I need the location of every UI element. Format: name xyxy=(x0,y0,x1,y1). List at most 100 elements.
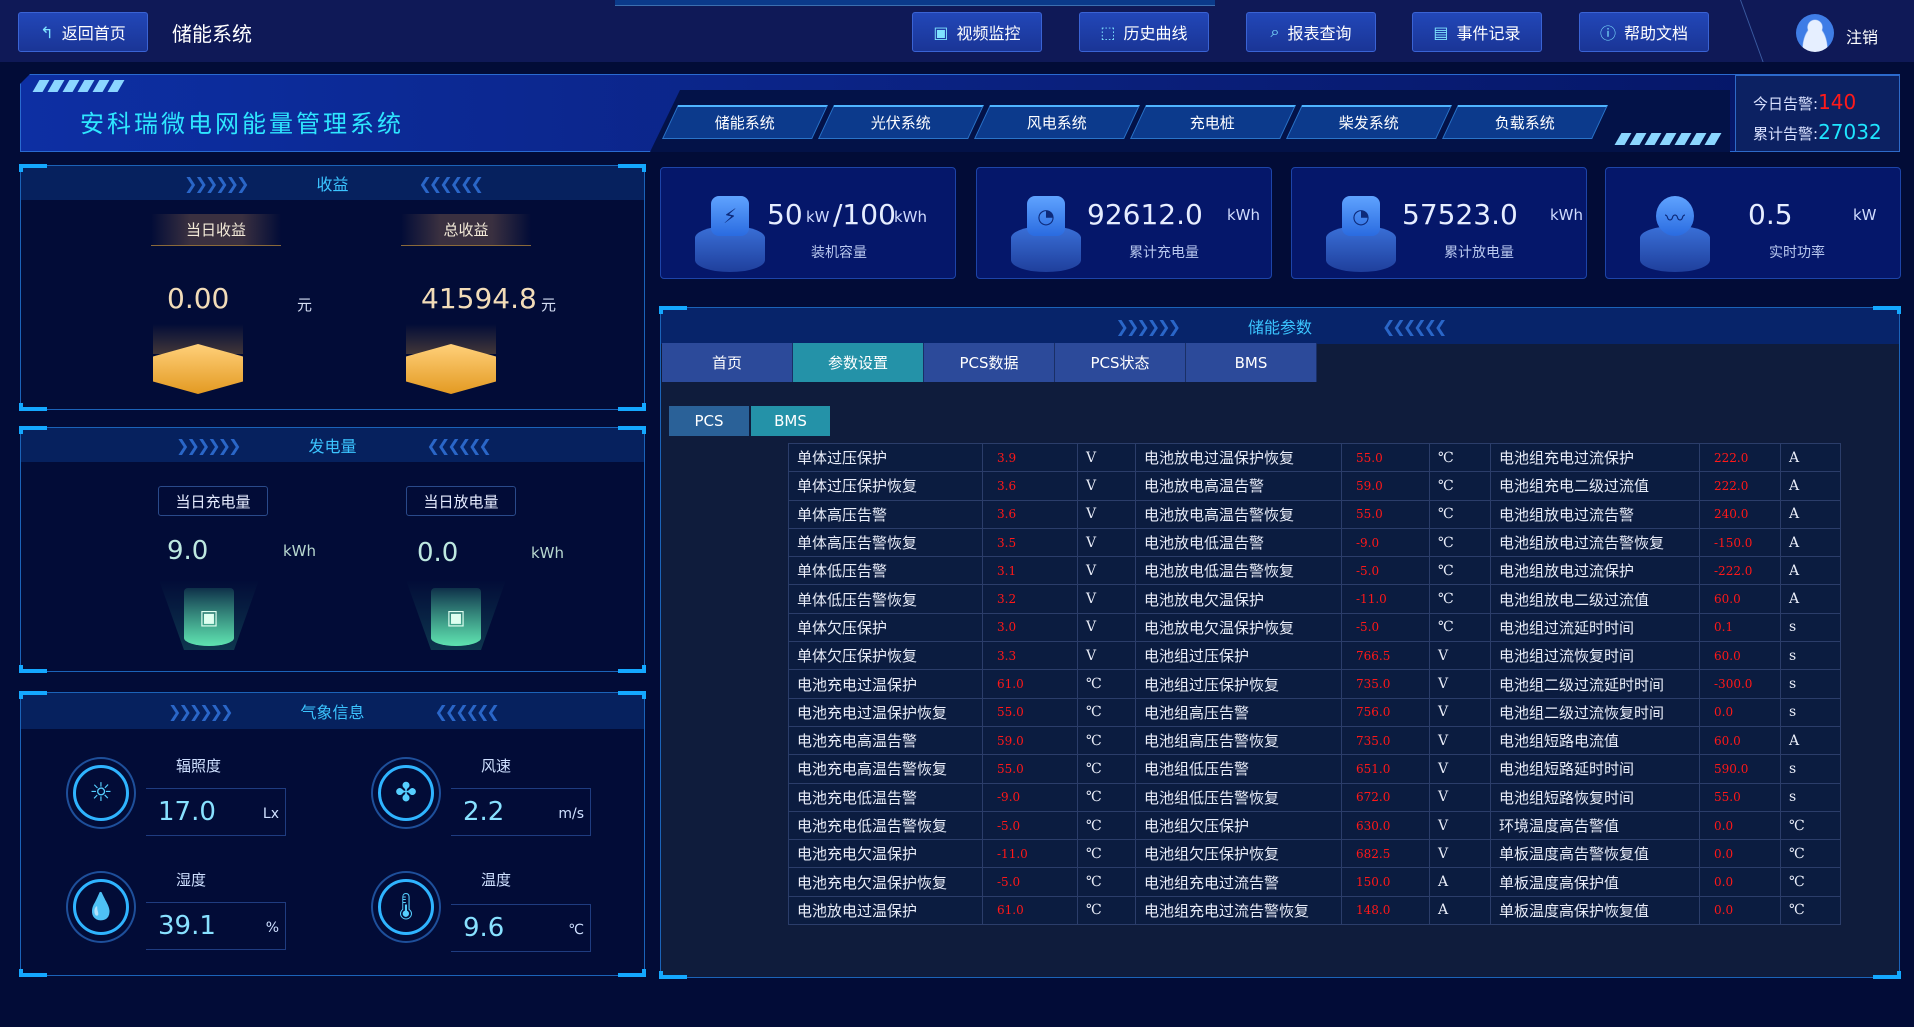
param-value[interactable]: 60.0 xyxy=(1699,725,1781,756)
stripe-decoration xyxy=(32,80,125,92)
video-icon: ▣ xyxy=(933,22,949,42)
param-value[interactable]: -9.0 xyxy=(1341,527,1430,558)
param-name: 单体欠压保护 xyxy=(788,612,983,643)
param-value[interactable]: 756.0 xyxy=(1341,697,1430,727)
param-value[interactable]: 150.0 xyxy=(1341,867,1430,897)
tab-pcs-status[interactable]: PCS状态 xyxy=(1055,343,1186,382)
logout-link[interactable]: 注销 xyxy=(1846,28,1879,47)
param-name: 电池组低压告警恢复 xyxy=(1135,782,1342,812)
param-value[interactable]: -5.0 xyxy=(1341,612,1430,643)
param-value[interactable]: 735.0 xyxy=(1341,669,1430,699)
param-value[interactable]: 0.0 xyxy=(1699,895,1781,926)
subtab-pcs[interactable]: PCS xyxy=(669,406,749,436)
chevron-right-icon: ❯❯❯❯❯❯ xyxy=(1115,316,1181,336)
subtab-bms[interactable]: BMS xyxy=(751,406,830,436)
chevron-left-icon: ❮❮❮❮❮❮ xyxy=(434,701,500,721)
param-name: 电池组放电过流告警 xyxy=(1490,499,1700,529)
param-value[interactable]: 0.0 xyxy=(1699,697,1781,727)
param-value[interactable]: -5.0 xyxy=(982,867,1078,897)
param-name: 电池充电欠温保护 xyxy=(788,839,983,869)
param-value[interactable]: 55.0 xyxy=(1341,442,1430,473)
humidity-icon-ring: 💧 xyxy=(66,871,136,943)
param-value[interactable]: -9.0 xyxy=(982,782,1078,812)
avatar[interactable] xyxy=(1796,14,1834,52)
total-income-unit: 元 xyxy=(541,296,557,314)
total-discharge-unit: kWh xyxy=(1550,206,1584,224)
table-row: 电池充电高温告警恢复 55.0 ℃ 电池组低压告警 651.0 V 电池组短路延时时间 590… xyxy=(788,754,1841,784)
param-name: 电池充电过温保护恢复 xyxy=(788,697,983,727)
tab-load-system[interactable]: 负载系统 xyxy=(1442,105,1608,139)
param-value[interactable]: -11.0 xyxy=(982,839,1078,869)
param-value[interactable]: 0.0 xyxy=(1699,810,1781,841)
param-value[interactable]: -222.0 xyxy=(1699,556,1781,586)
video-monitor-button[interactable]: ▣ 视频监控 xyxy=(912,12,1042,52)
param-value[interactable]: 61.0 xyxy=(982,895,1078,926)
history-curve-button[interactable]: ⬚ 历史曲线 xyxy=(1079,12,1209,52)
param-value[interactable]: 55.0 xyxy=(1699,782,1781,812)
panel-header: ❯❯❯❯❯❯ 气象信息 ❮❮❮❮❮❮ xyxy=(21,693,644,729)
help-doc-button[interactable]: ⓘ 帮助文档 xyxy=(1579,12,1709,52)
tab-diesel-system[interactable]: 柴发系统 xyxy=(1286,105,1452,139)
daily-charge-label: 当日充电量 xyxy=(158,486,268,516)
tab-param-settings[interactable]: 参数设置 xyxy=(793,343,924,382)
tab-charging-pile[interactable]: 充电桩 xyxy=(1130,105,1296,139)
param-value[interactable]: 240.0 xyxy=(1699,499,1781,529)
param-value[interactable]: 0.1 xyxy=(1699,612,1781,643)
capacity-energy-value: /100 xyxy=(833,198,896,231)
event-log-button[interactable]: ▤ 事件记录 xyxy=(1412,12,1542,52)
alarm-total-value: 27032 xyxy=(1818,120,1882,144)
param-value[interactable]: 3.3 xyxy=(982,641,1078,671)
param-value[interactable]: -11.0 xyxy=(1341,584,1430,614)
param-name: 电池充电低温告警恢复 xyxy=(788,810,983,841)
param-value[interactable]: 3.6 xyxy=(982,471,1078,501)
tab-bms[interactable]: BMS xyxy=(1186,343,1317,382)
param-name: 单板温度高保护恢复值 xyxy=(1490,895,1700,926)
param-value[interactable]: -150.0 xyxy=(1699,527,1781,558)
param-value[interactable]: 3.2 xyxy=(982,584,1078,614)
param-value[interactable]: -5.0 xyxy=(1341,556,1430,586)
total-income-value: 41594.8 xyxy=(421,282,537,315)
tab-pcs-data[interactable]: PCS数据 xyxy=(924,343,1055,382)
tab-pv-system[interactable]: 光伏系统 xyxy=(818,105,984,139)
today-income-label: 当日收益 xyxy=(151,214,281,246)
param-unit: A xyxy=(1780,499,1841,529)
param-value[interactable]: 630.0 xyxy=(1341,810,1430,841)
param-value[interactable]: 55.0 xyxy=(982,754,1078,784)
param-value[interactable]: 55.0 xyxy=(1341,499,1430,529)
card-total-charge: ◔ 92612.0 kWh 累计充电量 xyxy=(976,167,1272,279)
param-value[interactable]: 766.5 xyxy=(1341,641,1430,671)
tab-wind-system[interactable]: 风电系统 xyxy=(974,105,1140,139)
tab-home[interactable]: 首页 xyxy=(662,343,793,382)
tab-label: 柴发系统 xyxy=(1338,114,1399,132)
param-value[interactable]: 59.0 xyxy=(982,725,1078,756)
param-value[interactable]: 61.0 xyxy=(982,669,1078,699)
param-value[interactable]: 0.0 xyxy=(1699,839,1781,869)
param-value[interactable]: -5.0 xyxy=(982,810,1078,841)
param-value[interactable]: 148.0 xyxy=(1341,895,1430,926)
param-value[interactable]: 55.0 xyxy=(982,697,1078,727)
tab-label: 负载系统 xyxy=(1494,114,1555,132)
param-value[interactable]: 682.5 xyxy=(1341,839,1430,869)
tab-storage-system[interactable]: 储能系统 xyxy=(662,105,828,139)
param-value[interactable]: 590.0 xyxy=(1699,754,1781,784)
param-value[interactable]: -300.0 xyxy=(1699,669,1781,699)
param-name: 电池组短路电流值 xyxy=(1490,725,1700,756)
report-query-button[interactable]: ⌕ 报表查询 xyxy=(1246,12,1376,52)
back-home-button[interactable]: ↰ 返回首页 xyxy=(18,12,148,52)
param-value[interactable]: 222.0 xyxy=(1699,471,1781,501)
param-value[interactable]: 651.0 xyxy=(1341,754,1430,784)
param-value[interactable]: 59.0 xyxy=(1341,471,1430,501)
param-value[interactable]: 3.9 xyxy=(982,442,1078,473)
param-value[interactable]: 60.0 xyxy=(1699,584,1781,614)
daily-charge-value: 9.0 xyxy=(167,536,209,566)
param-value[interactable]: 672.0 xyxy=(1341,782,1430,812)
param-value[interactable]: 3.0 xyxy=(982,612,1078,643)
param-value[interactable]: 60.0 xyxy=(1699,641,1781,671)
param-value[interactable]: 735.0 xyxy=(1341,725,1430,756)
param-unit: A xyxy=(1780,584,1841,614)
param-value[interactable]: 3.5 xyxy=(982,527,1078,558)
param-value[interactable]: 0.0 xyxy=(1699,867,1781,897)
param-value[interactable]: 3.6 xyxy=(982,499,1078,529)
param-value[interactable]: 222.0 xyxy=(1699,442,1781,473)
param-value[interactable]: 3.1 xyxy=(982,556,1078,586)
